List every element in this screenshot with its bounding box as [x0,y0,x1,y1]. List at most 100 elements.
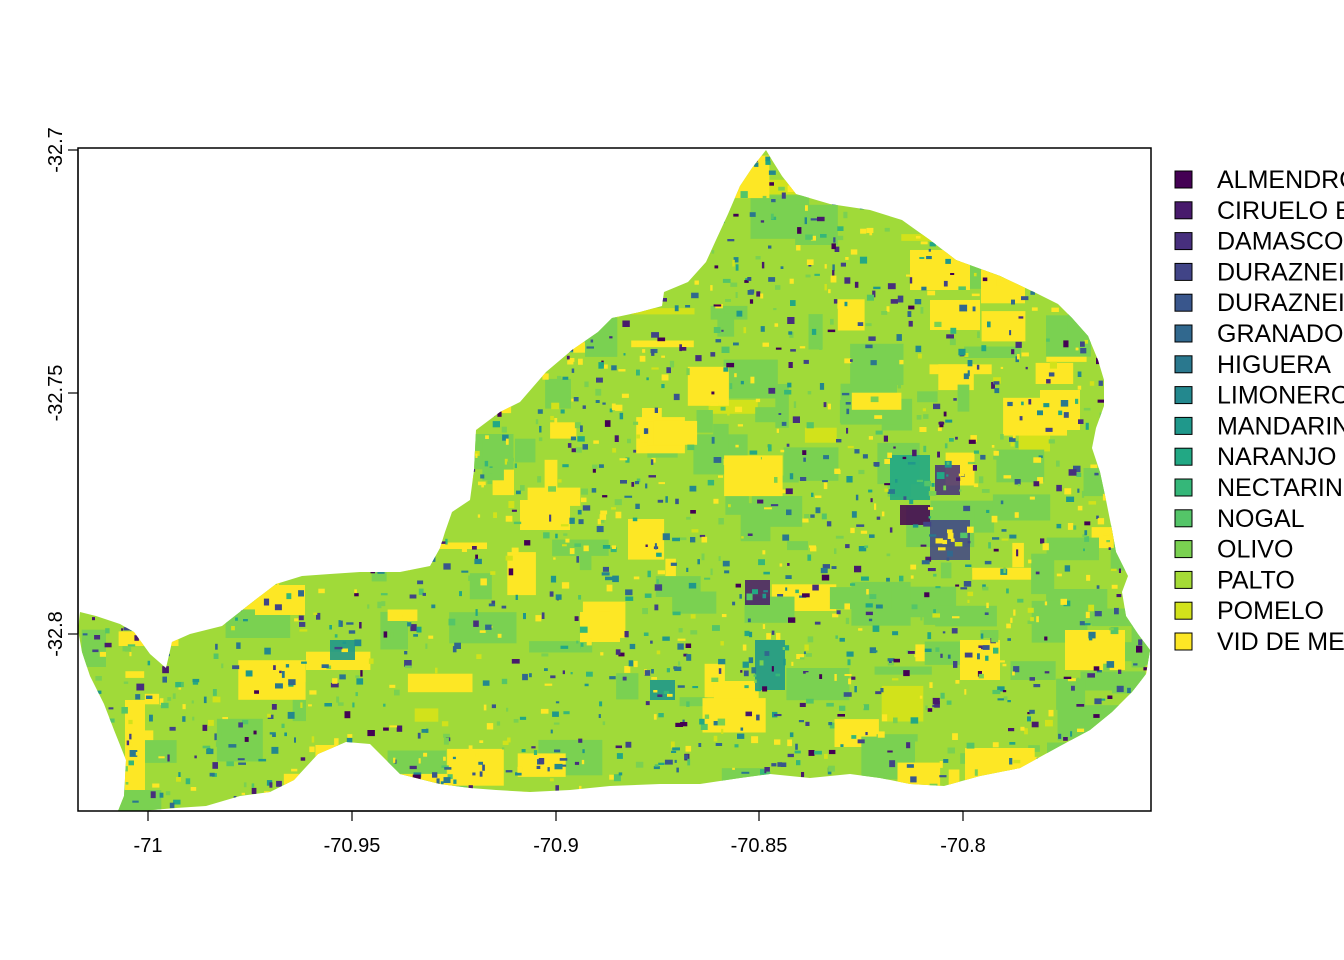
legend: ALMENDROCIRUELO EDAMASCODURAZNEIDURAZNEI… [1174,166,1344,656]
raster-pixel [1120,264,1126,268]
raster-pixel [559,758,568,761]
raster-pixel [677,643,684,650]
raster-pixel [146,406,151,413]
raster-pixel [861,576,869,581]
raster-pixel [245,670,253,677]
raster-patch [592,273,605,317]
raster-pixel [1056,460,1060,467]
raster-pixel [1030,617,1034,622]
raster-pixel [1117,730,1122,733]
raster-pixel [797,227,802,234]
raster-pixel [182,555,190,560]
raster-patch [361,479,400,513]
raster-pixel [967,599,970,603]
raster-pixel [550,575,557,583]
raster-pixel [492,409,495,417]
raster-pixel [670,562,677,566]
raster-pixel [869,647,876,654]
raster-pixel [844,159,849,162]
raster-pixel [759,660,764,666]
raster-pixel [720,309,725,314]
raster-pixel [615,404,623,411]
raster-pixel [83,785,91,791]
raster-pixel [344,711,351,719]
raster-pixel [651,677,657,680]
raster-pixel [308,704,312,707]
raster-pixel [283,527,286,531]
raster-pixel [346,517,352,524]
raster-pixel [960,163,967,168]
raster-pixel [642,608,648,615]
raster-pixel [84,546,88,553]
raster-pixel [936,472,945,479]
raster-pixel [238,562,245,566]
raster-pixel [411,237,414,243]
raster-pixel [336,696,340,703]
raster-pixel [335,379,341,387]
raster-pixel [787,185,796,192]
legend-swatch [1174,170,1193,189]
raster-pixel [223,235,229,242]
raster-pixel [546,309,551,312]
raster-pixel [854,281,859,288]
raster-pixel [830,318,834,325]
raster-pixel [347,354,352,358]
raster-pixel [973,272,977,277]
raster-pixel [908,182,915,187]
raster-pixel [836,235,844,241]
raster-pixel [656,579,659,585]
raster-pixel [821,513,827,520]
raster-pixel [570,672,573,675]
raster-pixel [1069,287,1074,292]
legend-swatch [1174,262,1193,281]
raster-pixel [1096,585,1100,589]
raster-pixel [470,259,475,263]
raster-pixel [1063,297,1072,304]
raster-pixel [354,593,359,597]
raster-pixel [346,415,350,421]
raster-pixel [1009,437,1016,442]
raster-pixel [469,169,476,176]
raster-pixel [1085,422,1089,430]
raster-pixel [384,297,388,303]
raster-pixel [1017,213,1023,219]
raster-pixel [1048,372,1055,377]
raster-pixel [939,761,943,768]
raster-pixel [202,724,208,731]
raster-pixel [1019,416,1023,421]
raster-pixel [618,369,626,372]
raster-pixel [868,489,873,493]
raster-pixel [651,367,659,370]
raster-pixel [982,584,986,589]
raster-pixel [145,514,149,520]
raster-pixel [525,277,530,280]
raster-pixel [832,270,835,276]
raster-pixel [236,642,241,649]
raster-pixel [322,216,325,220]
raster-pixel [977,653,980,660]
raster-pixel [1122,799,1131,806]
raster-pixel [967,591,974,597]
raster-pixel [238,798,241,801]
raster-pixel [1111,349,1118,356]
raster-pixel [919,427,927,432]
raster-pixel [771,666,774,672]
raster-pixel [469,469,476,472]
raster-patch [755,640,785,690]
raster-pixel [155,206,162,211]
raster-pixel [1111,166,1116,174]
raster-patch [374,280,419,322]
raster-patch [1117,772,1150,796]
raster-pixel [1132,501,1140,508]
raster-pixel [416,626,422,633]
raster-pixel [1112,151,1116,157]
raster-pixel [700,723,708,730]
raster-pixel [99,484,103,490]
raster-pixel [119,782,124,789]
raster-pixel [276,280,281,286]
raster-pixel [423,295,430,302]
raster-pixel [737,424,743,427]
raster-pixel [1017,598,1024,603]
raster-pixel [970,435,977,442]
raster-pixel [180,189,189,195]
